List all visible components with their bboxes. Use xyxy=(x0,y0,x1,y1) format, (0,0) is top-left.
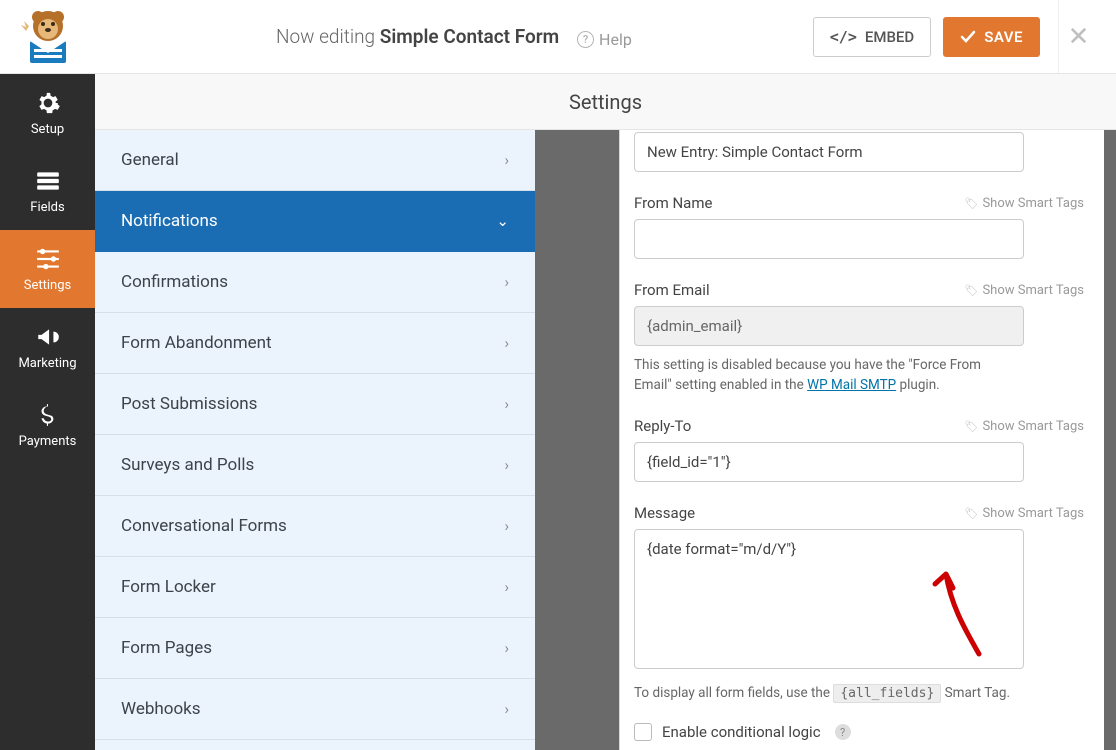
check-icon xyxy=(960,29,976,45)
close-button[interactable]: ✕ xyxy=(1058,0,1098,73)
sidenav-label: Payments xyxy=(19,434,77,449)
chevron-right-icon: › xyxy=(504,273,509,291)
sidenav-item-payments[interactable]: Payments xyxy=(0,386,95,464)
content: General › Notifications ⌄ Confirmations › F… xyxy=(95,130,1116,750)
subnav-surveys-polls[interactable]: Surveys and Polls › xyxy=(95,435,535,496)
chevron-down-icon: ⌄ xyxy=(496,212,509,230)
reply-to-label: Reply-To xyxy=(634,417,691,435)
form-name: Simple Contact Form xyxy=(380,25,559,48)
sidenav-label: Fields xyxy=(30,200,64,215)
dollar-icon xyxy=(35,402,61,428)
bullhorn-icon xyxy=(35,324,61,350)
sidenav-item-fields[interactable]: Fields xyxy=(0,152,95,230)
chevron-right-icon: › xyxy=(504,700,509,718)
sidenav: Setup Fields Settings Marketing Payments xyxy=(0,74,95,750)
topbar: Now editing Simple Contact Form ? Help </… xyxy=(0,0,1116,74)
reply-to-input[interactable] xyxy=(634,442,1024,482)
subnav-label: Webhooks xyxy=(121,699,201,719)
subnav-form-abandonment[interactable]: Form Abandonment › xyxy=(95,313,535,374)
help-label: Help xyxy=(599,30,632,49)
main: Settings General › Notifications ⌄ Confirm… xyxy=(95,74,1116,750)
chevron-right-icon: › xyxy=(504,517,509,535)
embed-button[interactable]: </> EMBED xyxy=(813,17,931,57)
app-logo xyxy=(0,0,95,73)
help-icon[interactable]: ? xyxy=(835,724,851,740)
chevron-right-icon: › xyxy=(504,334,509,352)
from-name-label: From Name xyxy=(634,194,712,212)
shell: Setup Fields Settings Marketing Payments… xyxy=(0,74,1116,750)
sliders-icon xyxy=(35,246,61,272)
gap xyxy=(535,130,619,750)
smart-tags-link[interactable]: Show Smart Tags xyxy=(964,506,1084,521)
subnav-post-submissions[interactable]: Post Submissions › xyxy=(95,374,535,435)
sidenav-label: Setup xyxy=(31,122,64,137)
conditional-logic-label: Enable conditional logic xyxy=(662,723,821,741)
subnav-form-pages[interactable]: Form Pages › xyxy=(95,618,535,679)
save-button[interactable]: SAVE xyxy=(943,17,1040,57)
subnav-label: Form Abandonment xyxy=(121,333,272,353)
subnav-label: Notifications xyxy=(121,211,218,231)
chevron-right-icon: › xyxy=(504,395,509,413)
sidenav-label: Settings xyxy=(24,278,71,293)
from-name-input[interactable] xyxy=(634,219,1024,259)
now-editing-label: Now editing xyxy=(276,25,375,48)
subnav-label: Form Locker xyxy=(121,577,216,597)
conditional-logic-row[interactable]: Enable conditional logic ? xyxy=(634,723,1084,741)
sidenav-item-settings[interactable]: Settings xyxy=(0,230,95,308)
help-link[interactable]: ? Help xyxy=(577,30,632,49)
all-fields-code: {all_fields} xyxy=(833,684,941,703)
sidenav-item-marketing[interactable]: Marketing xyxy=(0,308,95,386)
from-email-input: {admin_email} xyxy=(634,306,1024,346)
smart-tags-link[interactable]: Show Smart Tags xyxy=(964,196,1084,211)
code-icon: </> xyxy=(830,28,857,46)
scrollbar-track[interactable] xyxy=(1104,130,1116,750)
from-email-value: {admin_email} xyxy=(647,317,742,335)
help-icon: ? xyxy=(577,31,594,48)
settings-subnav: General › Notifications ⌄ Confirmations › F… xyxy=(95,130,535,750)
checkbox-icon[interactable] xyxy=(634,723,652,741)
form-pane: From Name Show Smart Tags From Email Show … xyxy=(619,130,1104,750)
chevron-right-icon: › xyxy=(504,151,509,169)
topbar-title: Now editing Simple Contact Form ? Help xyxy=(95,25,813,49)
subnav-notifications[interactable]: Notifications ⌄ xyxy=(95,191,535,252)
from-email-hint: This setting is disabled because you hav… xyxy=(634,356,1022,395)
subnav-label: General xyxy=(121,150,179,170)
entry-name-input[interactable] xyxy=(634,132,1024,172)
wp-mail-smtp-link[interactable]: WP Mail SMTP xyxy=(807,377,896,393)
gear-icon xyxy=(35,90,61,116)
subnav-conversational[interactable]: Conversational Forms › xyxy=(95,496,535,557)
subnav-webhooks[interactable]: Webhooks › xyxy=(95,679,535,740)
subnav-general[interactable]: General › xyxy=(95,130,535,191)
all-fields-hint: To display all form fields, use the {all… xyxy=(634,685,1084,701)
chevron-right-icon: › xyxy=(504,456,509,474)
subnav-form-locker[interactable]: Form Locker › xyxy=(95,557,535,618)
subnav-label: Surveys and Polls xyxy=(121,455,254,475)
message-input[interactable] xyxy=(634,529,1024,669)
from-email-label: From Email xyxy=(634,281,710,299)
list-icon xyxy=(35,168,61,194)
smart-tags-link[interactable]: Show Smart Tags xyxy=(964,419,1084,434)
subnav-confirmations[interactable]: Confirmations › xyxy=(95,252,535,313)
chevron-right-icon: › xyxy=(504,639,509,657)
smart-tags-link[interactable]: Show Smart Tags xyxy=(964,283,1084,298)
embed-label: EMBED xyxy=(865,28,914,46)
page-title: Settings xyxy=(95,74,1116,130)
chevron-right-icon: › xyxy=(504,578,509,596)
sidenav-item-setup[interactable]: Setup xyxy=(0,74,95,152)
subnav-label: Confirmations xyxy=(121,272,228,292)
subnav-label: Conversational Forms xyxy=(121,516,287,536)
save-label: SAVE xyxy=(984,28,1023,46)
subnav-label: Post Submissions xyxy=(121,394,257,414)
sidenav-label: Marketing xyxy=(18,356,76,371)
message-label: Message xyxy=(634,504,695,522)
subnav-label: Form Pages xyxy=(121,638,212,658)
